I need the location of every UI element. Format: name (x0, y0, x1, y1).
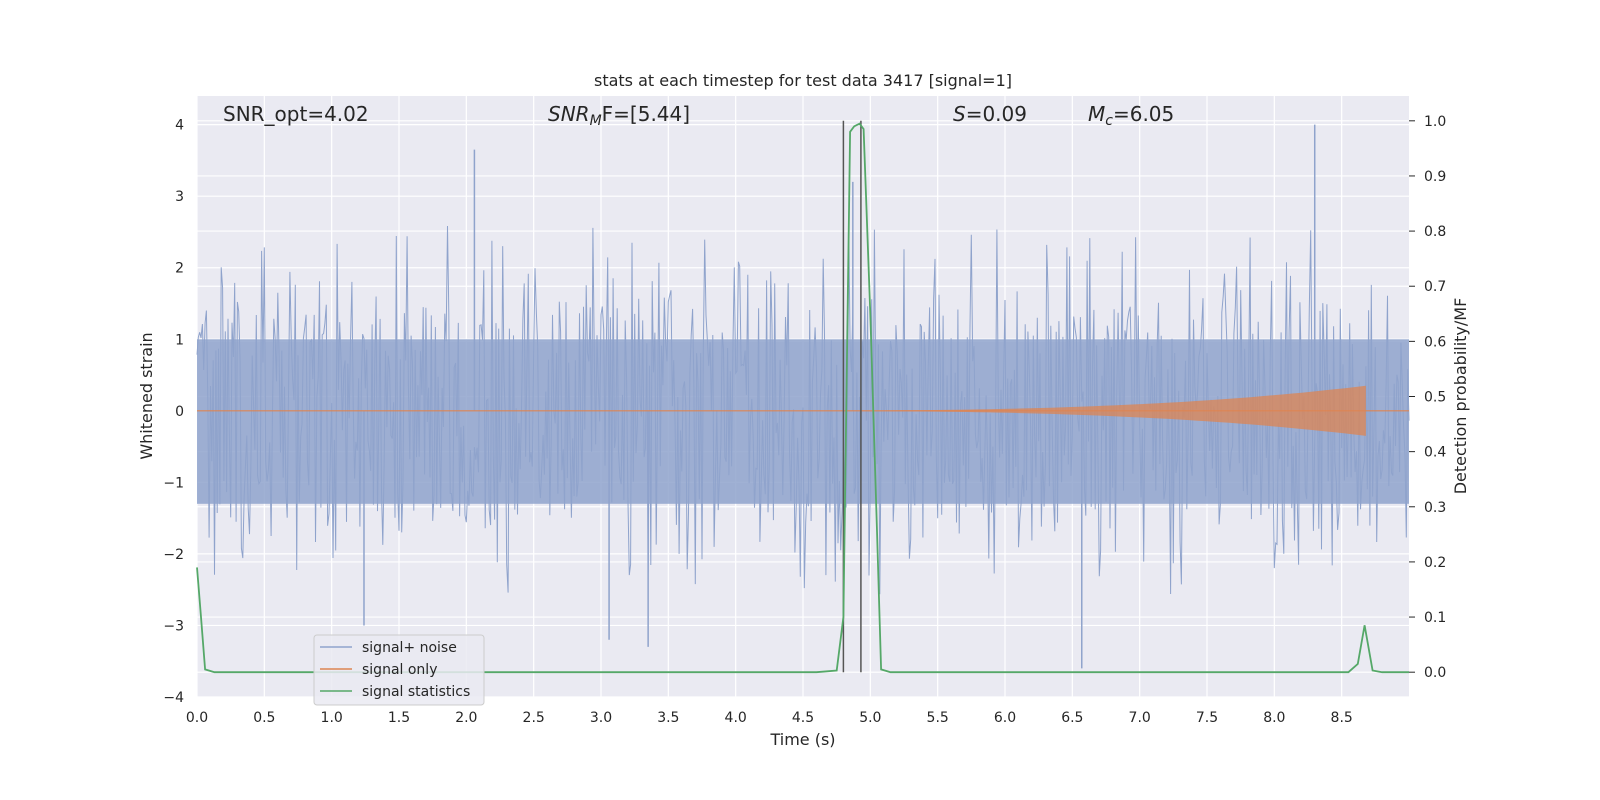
y-tick-label: 1 (175, 332, 184, 348)
signal-noise-series (196, 124, 1410, 669)
y2-tick-label: 0.9 (1424, 169, 1446, 185)
x-tick-label: 6.5 (1061, 710, 1083, 726)
annotation-snr-opt: SNR_opt=4.02 (223, 102, 369, 126)
x-tick-label: 8.0 (1263, 710, 1285, 726)
x-tick-label: 1.0 (321, 710, 343, 726)
legend-label-stats: signal statistics (362, 684, 470, 700)
tick-labels: 0.0 0.5 1.0 1.5 2.0 2.5 3.0 3.5 4.0 4.5 5.0 5.5 6.0 6… (163, 114, 1446, 726)
signal-chirp (735, 385, 1366, 436)
x-tick-label: 8.5 (1331, 710, 1353, 726)
y2-tick-label: 0.0 (1424, 665, 1446, 681)
y2-tick-label: 0.2 (1424, 555, 1446, 571)
y2-tick-label: 0.5 (1424, 390, 1446, 406)
x-tick-label: 3.5 (657, 710, 679, 726)
y2-tick-label: 0.3 (1424, 500, 1446, 516)
y-tick-label: −1 (163, 475, 184, 491)
x-tick-label: 4.5 (792, 710, 814, 726)
noise-line (196, 225, 1410, 595)
legend-label-noise: signal+ noise (362, 640, 457, 656)
x-tick-label: 2.5 (523, 710, 545, 726)
y2-tick-label: 0.4 (1424, 445, 1446, 461)
x-tick-label: 0.5 (253, 710, 275, 726)
y-tick-label: 4 (175, 118, 184, 134)
y-tick-label: 0 (175, 404, 184, 420)
y-axis-title: Whitened strain (137, 332, 156, 459)
x-tick-label: 7.0 (1129, 710, 1151, 726)
legend-label-signal: signal only (362, 662, 437, 678)
x-tick-label: 5.0 (859, 710, 881, 726)
y2-tick-label: 0.6 (1424, 334, 1446, 350)
y-tick-label: −3 (163, 618, 184, 634)
legend: signal+ noise signal only signal statist… (313, 634, 485, 706)
signal-only-series (197, 385, 1409, 436)
y2-tick-label: 0.1 (1424, 610, 1446, 626)
y-tick-label: −2 (163, 547, 184, 563)
y2-tick-label: 0.8 (1424, 224, 1446, 240)
y-tick-label: −4 (163, 690, 184, 706)
x-tick-label: 7.5 (1196, 710, 1218, 726)
legend-box (313, 634, 485, 706)
x-tick-label: 5.5 (927, 710, 949, 726)
x-tick-label: 0.0 (186, 710, 208, 726)
y2-axis-title: Detection probability/MF (1451, 298, 1470, 495)
annotation-mc: Mc=6.05 (1088, 102, 1174, 129)
stats-line (196, 122, 1409, 674)
x-tick-label: 3.0 (590, 710, 612, 726)
annotation-s: S=0.09 (953, 102, 1027, 126)
x-tick-label: 4.0 (725, 710, 747, 726)
x-tick-label: 2.0 (455, 710, 477, 726)
signal-statistics-series (196, 122, 1409, 674)
y2-tick-label: 0.7 (1424, 279, 1446, 295)
y2-tick-label: 1.0 (1424, 114, 1446, 130)
chart-title: stats at each timestep for test data 341… (594, 71, 1012, 90)
x-axis-title: Time (s) (769, 730, 835, 749)
y-tick-label: 3 (175, 189, 184, 205)
annotation-snr-mf: SNRMF=[5.44] (548, 102, 690, 129)
x-tick-label: 1.5 (388, 710, 410, 726)
x-tick-label: 6.0 (994, 710, 1016, 726)
y-tick-label: 2 (175, 261, 184, 277)
